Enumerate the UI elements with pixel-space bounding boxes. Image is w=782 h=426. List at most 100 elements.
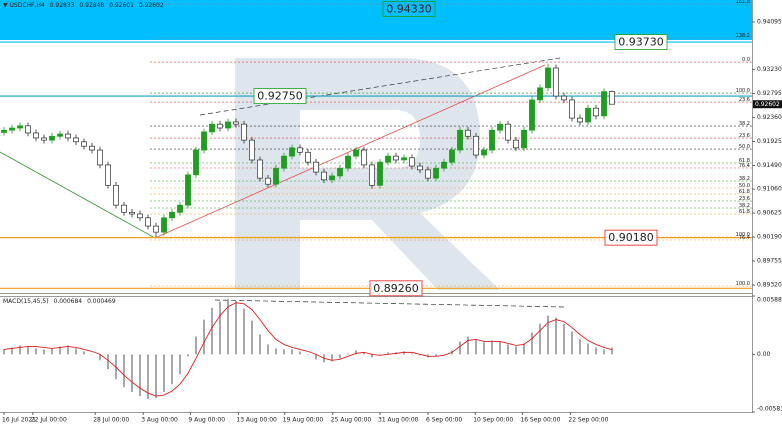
candle-body: [489, 129, 495, 151]
header-icon: ▼: [3, 2, 10, 9]
y-tick-label: 0.94095: [757, 18, 782, 25]
fib-label: 100.0: [736, 232, 750, 238]
candle-body: [265, 177, 271, 185]
candle-body: [17, 125, 23, 129]
candle-body: [209, 123, 215, 133]
y-tick-label: 0.90625: [757, 210, 782, 217]
macd-bar: [499, 341, 501, 355]
macd-bar: [539, 323, 541, 355]
x-tick-label: 10 Sep 00:00: [473, 417, 513, 424]
fib-label: 38.2: [739, 121, 750, 127]
fib-label: 61.8: [739, 158, 750, 164]
macd-bar: [563, 323, 565, 355]
macd-bar: [27, 346, 29, 355]
candle-body: [537, 87, 543, 101]
macd-bar: [227, 298, 229, 355]
candle-body: [369, 164, 375, 186]
fib-label: 0.0: [742, 57, 750, 63]
candle-body: [329, 175, 335, 181]
fib-label: 100.0: [736, 88, 750, 94]
macd-bar: [107, 354, 109, 370]
candle-body: [393, 155, 399, 161]
fib-label: 50.0: [739, 144, 750, 150]
trend-line: [199, 57, 561, 116]
candle-body: [73, 137, 79, 143]
y-tick-label: 0.00: [757, 351, 771, 358]
x-tick-label: 22 Sep 00:00: [568, 417, 608, 424]
fib-label: 76.4: [739, 235, 750, 241]
candle-body: [313, 161, 319, 173]
x-tick-label: 31 Aug 00:00: [378, 417, 419, 424]
macd-bar: [59, 346, 61, 355]
macd-bar: [51, 348, 53, 355]
candle-body: [473, 135, 479, 156]
annotation-label: 0.92750: [257, 90, 303, 103]
candle-body: [385, 155, 391, 163]
x-tick-label: 19 Aug 00:00: [283, 417, 324, 424]
candle-body: [177, 204, 183, 213]
macd-bar: [355, 350, 357, 355]
candle-body: [57, 133, 63, 137]
macd-bar: [251, 320, 253, 355]
y-tick-label: 0.89755: [757, 258, 782, 265]
x-tick-label: 28 Jul 00:00: [93, 417, 129, 424]
candle-body: [297, 147, 303, 153]
candle-body: [561, 95, 567, 101]
candle-body: [425, 169, 431, 179]
candle-body: [81, 141, 87, 147]
macd-bar: [299, 351, 301, 355]
candle-body: [337, 167, 343, 177]
candle-body: [281, 155, 287, 169]
macd: [3, 298, 613, 400]
candle-body: [153, 225, 159, 233]
last-price-label: 0.92602: [755, 101, 780, 108]
macd-bar: [163, 354, 165, 393]
candle-body: [321, 171, 327, 181]
macd-value: 0.000684: [54, 298, 83, 305]
macd-bar: [243, 308, 245, 355]
macd-bar: [83, 351, 85, 355]
fib-label: 38.2: [739, 176, 750, 182]
candle-body: [361, 149, 367, 166]
candle-body: [553, 67, 559, 97]
macd-bar: [123, 354, 125, 388]
candle-body: [257, 159, 263, 179]
macd-bar: [531, 332, 533, 355]
macd-bar: [419, 354, 421, 356]
y-tick-label: 0.005882: [757, 297, 782, 304]
x-tick-label: 22 Jul 00:00: [31, 417, 67, 424]
candle-body: [65, 133, 71, 139]
macd-bar: [67, 345, 69, 355]
candle-body: [185, 174, 191, 206]
macd-bar: [171, 354, 173, 385]
macd-bar: [459, 341, 461, 355]
macd-bar: [595, 347, 597, 355]
candle-body: [49, 135, 55, 141]
macd-bar: [203, 319, 205, 355]
candle-body: [289, 147, 295, 157]
macd-title: MACD(15,45,5): [3, 298, 49, 305]
candles: [1, 63, 615, 238]
fib-label: 161.8: [736, 0, 750, 5]
header-low: 0.92601: [109, 2, 134, 9]
candle-body: [593, 107, 599, 117]
macd-bar: [339, 354, 341, 359]
candle-body: [1, 129, 7, 133]
macd-bar: [219, 301, 221, 355]
annotation-label: 0.89260: [373, 282, 419, 295]
candle-body: [121, 204, 127, 213]
y-tick-label: 0.92795: [757, 90, 782, 97]
macd-bar: [603, 349, 605, 355]
candle-body: [273, 167, 279, 185]
macd-bar: [291, 349, 293, 355]
macd-header: MACD(15,45,5) 0.000684 0.000469: [3, 298, 116, 305]
candle-body: [505, 123, 511, 141]
candle-body: [409, 157, 415, 167]
y-tick-label: 0.91060: [757, 186, 782, 193]
candle-body: [585, 107, 591, 123]
macd-bar: [467, 336, 469, 355]
x-tick-label: 25 Aug 00:00: [331, 417, 372, 424]
fib-label: 23.6: [739, 196, 750, 202]
symbol: USDCHF,H4: [10, 2, 45, 9]
